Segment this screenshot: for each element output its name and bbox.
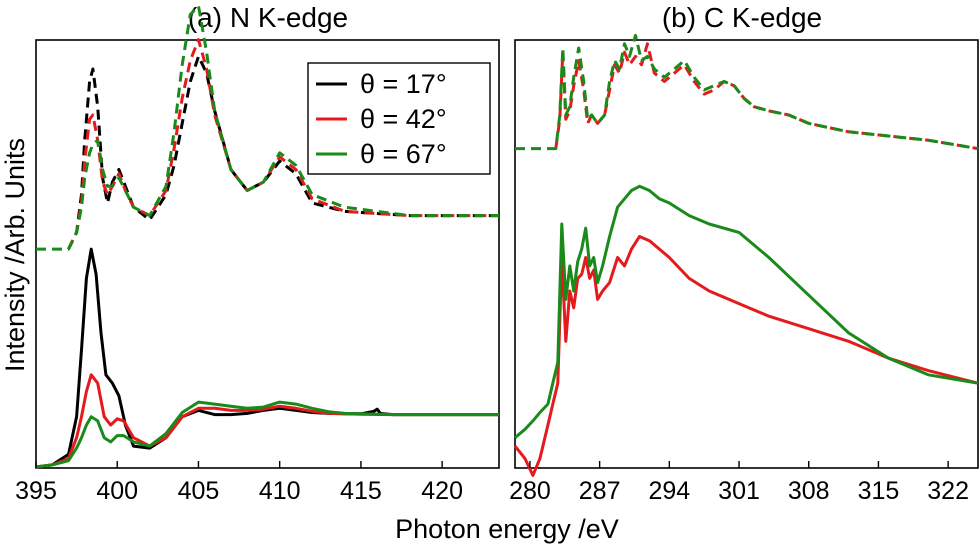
x-tick-label-301: 301: [718, 477, 760, 505]
panel-title-a: (a) N K-edge: [188, 2, 348, 33]
series-layer-a: [35, 4, 499, 469]
legend: θ = 17° θ = 42° θ = 67°: [307, 62, 491, 175]
series-dashed-67deg: [515, 33, 979, 151]
x-ticks-a: 395 400 405 410 415 420: [15, 461, 463, 505]
plot-frame-a: [35, 39, 500, 469]
series-layer-b: [513, 33, 979, 477]
series-dashed-17deg: [67, 54, 499, 250]
panel-title-b: (b) C K-edge: [662, 2, 822, 33]
series-dashed-67deg: [36, 4, 499, 251]
legend-label-42: θ = 42°: [360, 104, 447, 134]
x-tick-label-395: 395: [15, 477, 57, 505]
x-tick-label-294: 294: [648, 477, 690, 505]
x-tick-label-280: 280: [509, 477, 551, 505]
x-axis-label: Photon energy /eV: [395, 514, 619, 544]
series-dashed-42deg: [67, 38, 499, 250]
series-solid-42deg: [35, 373, 499, 469]
x-tick-label-410: 410: [259, 477, 301, 505]
x-tick-label-405: 405: [178, 477, 220, 505]
plot-frame-b: [514, 39, 979, 469]
x-tick-label-420: 420: [421, 477, 463, 505]
panel-n-k-edge: (a) N K-edge 395 400 405 410 415 420: [15, 2, 500, 505]
series-solid-67deg: [35, 400, 499, 469]
x-tick-label-322: 322: [927, 477, 969, 505]
series-solid-42deg: [513, 235, 979, 477]
y-axis-label: Intensity /Arb. Units: [0, 138, 30, 372]
series-solid-17deg: [35, 247, 499, 469]
x-tick-label-287: 287: [579, 477, 621, 505]
series-solid-67deg: [514, 184, 979, 439]
x-tick-label-315: 315: [858, 477, 900, 505]
panel-c-k-edge: (b) C K-edge 280 287 294 301 308 315 322: [509, 2, 979, 505]
x-tick-label-415: 415: [340, 477, 382, 505]
x-tick-label-308: 308: [788, 477, 830, 505]
x-ticks-b: 280 287 294 301 308 315 322: [509, 461, 969, 505]
x-tick-label-400: 400: [96, 477, 138, 505]
legend-label-17: θ = 17°: [360, 69, 447, 99]
legend-label-67: θ = 67°: [360, 139, 447, 169]
series-dashed-42deg: [554, 42, 979, 151]
